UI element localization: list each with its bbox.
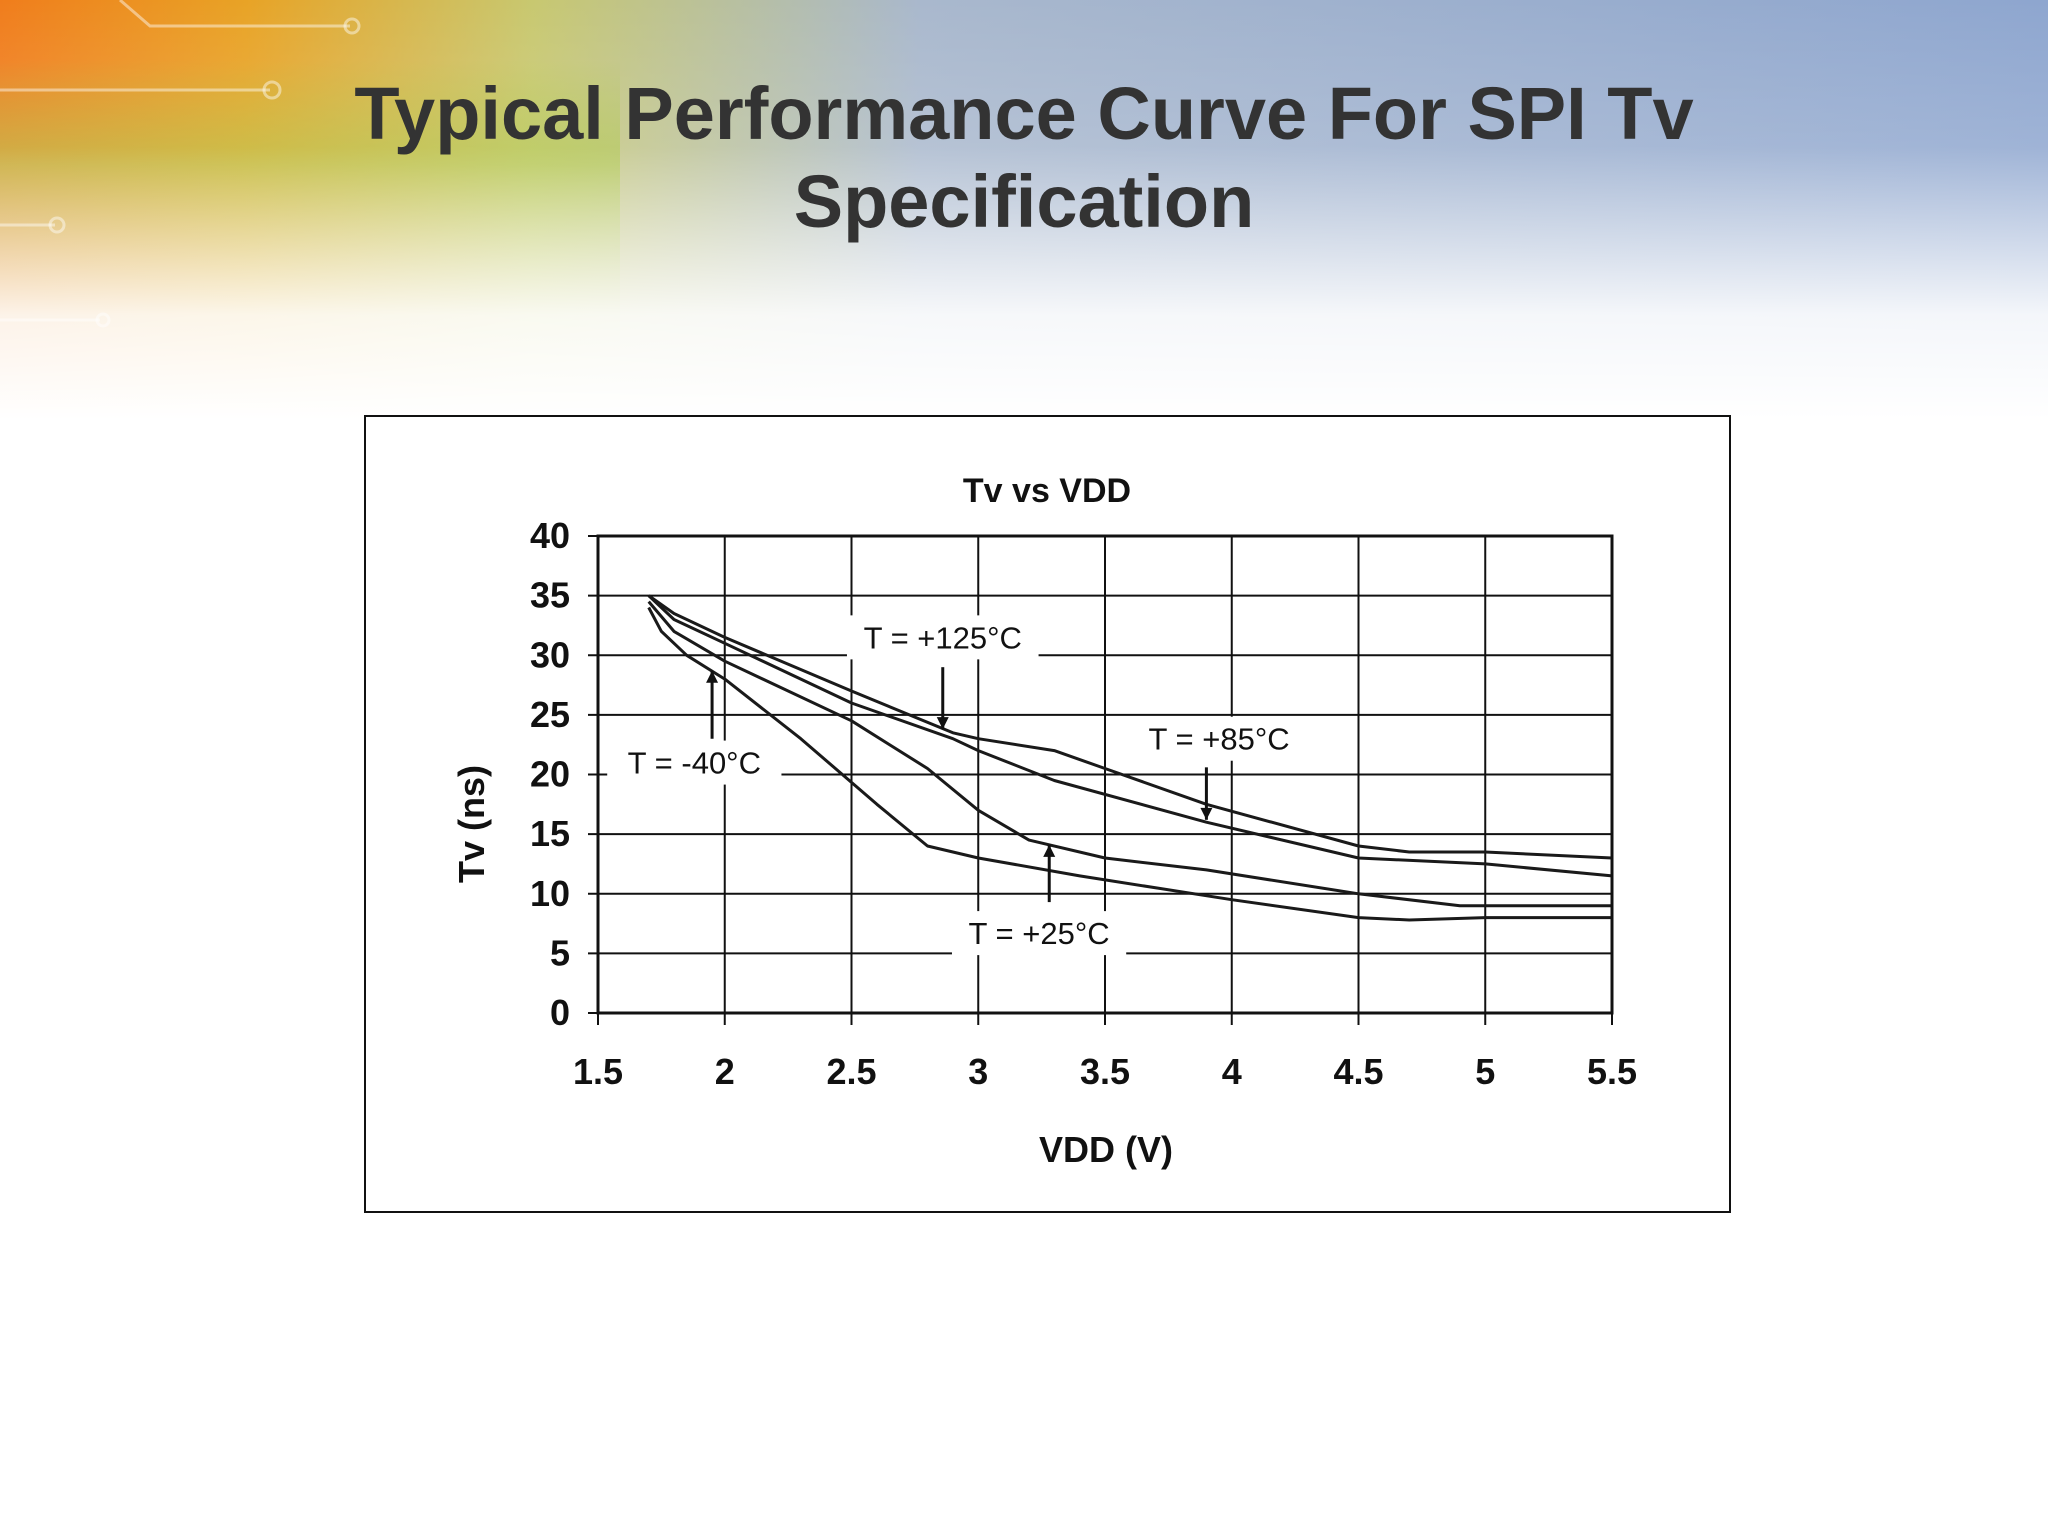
x-tick-label: 2.5 (826, 1051, 876, 1092)
y-tick-label: 20 (530, 754, 570, 795)
x-tick-label: 4.5 (1333, 1051, 1383, 1092)
annotation-label: T = -40°C (628, 746, 761, 781)
slide-title: Typical Performance Curve For SPI Tv Spe… (0, 70, 2048, 246)
series-line-1 (647, 594, 1613, 860)
chart-series (647, 594, 1613, 922)
annotation-arrowhead (936, 717, 949, 730)
annotation-label-bg (607, 740, 782, 785)
chart-frame (364, 415, 1731, 1213)
x-tick-label: 5.5 (1587, 1051, 1637, 1092)
annotation-arrowhead (706, 670, 719, 683)
annotation-label-bg (951, 911, 1127, 956)
series-line-4 (647, 606, 1612, 922)
x-tick-label: 3 (968, 1051, 988, 1092)
chart-title: Tv vs VDD (963, 472, 1131, 510)
y-tick-label: 5 (550, 932, 570, 973)
y-tick-label: 40 (530, 515, 570, 556)
x-tick-label: 5 (1475, 1051, 1495, 1092)
chart-annotations: T = +125°C T = +85°C T = +25°C T = -40°C (607, 615, 1307, 956)
annotation-label: T = +125°C (864, 620, 1022, 655)
slide-title-line1: Typical Performance Curve For SPI Tv (354, 72, 1694, 155)
annotation-label: T = +85°C (1149, 722, 1290, 757)
series-line-3 (647, 600, 1612, 908)
annotation-arrowhead (1200, 807, 1213, 820)
y-tick-label: 0 (550, 992, 570, 1033)
header-banner (0, 0, 2048, 420)
y-tick-label: 25 (530, 694, 570, 735)
series-line-2 (647, 594, 1613, 878)
y-tick-label: 15 (530, 813, 570, 854)
y-tick-label: 35 (530, 575, 570, 616)
chart-axes: 0 5 10 15 20 25 30 35 40 1.5 2 2.5 3 3.5 4 4.5 5 5.5 (530, 515, 1637, 1092)
annotation-arrowhead (1043, 844, 1056, 857)
annotation-label: T = +25°C (969, 916, 1110, 951)
x-axis-label: VDD (V) (1039, 1129, 1173, 1170)
annotation-label-bg (846, 615, 1039, 660)
x-tick-label: 4 (1222, 1051, 1242, 1092)
y-axis-label: Tv (ns) (451, 765, 492, 883)
x-tick-label: 1.5 (573, 1051, 623, 1092)
x-tick-label: 3.5 (1080, 1051, 1130, 1092)
y-tick-label: 10 (530, 873, 570, 914)
x-tick-label: 2 (715, 1051, 735, 1092)
slide-title-line2: Specification (793, 160, 1255, 243)
y-tick-label: 30 (530, 634, 570, 675)
annotation-label-bg (1131, 716, 1307, 761)
